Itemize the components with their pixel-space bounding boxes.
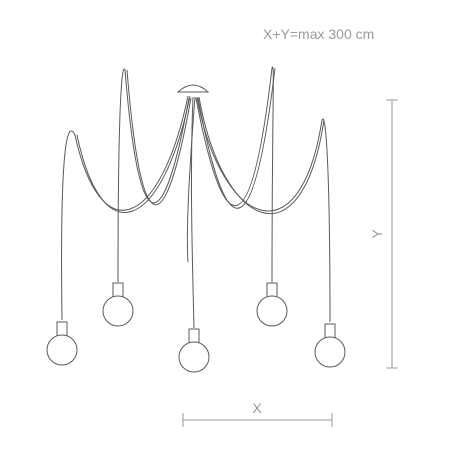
bulb-inner-right — [256, 282, 288, 327]
cord-inner-left-b — [126, 69, 192, 205]
cord-far-right — [196, 96, 331, 323]
bulbs — [46, 282, 346, 373]
dimension-y-label: Y — [369, 229, 385, 239]
dimension-x: X — [182, 400, 333, 427]
dimension-x-label: X — [252, 400, 262, 416]
cord-far-left — [61, 95, 189, 321]
bulb-far-right — [314, 323, 346, 368]
cord-inner-left — [117, 68, 190, 283]
ceiling-canopy — [176, 84, 210, 93]
cord-far-left-b — [76, 95, 191, 213]
cord-center — [190, 96, 195, 329]
spec-text: X+Y=max 300 cm — [263, 26, 374, 42]
cord-center-b — [186, 96, 196, 263]
cord-far-right-b — [198, 96, 325, 215]
cords — [61, 66, 331, 329]
bulb-inner-left — [102, 282, 134, 327]
bulb-far-left — [46, 321, 78, 366]
cord-inner-right-b — [197, 67, 276, 209]
dimension-y: Y — [369, 99, 398, 369]
bulb-center — [178, 328, 210, 373]
cord-inner-right — [195, 66, 274, 283]
